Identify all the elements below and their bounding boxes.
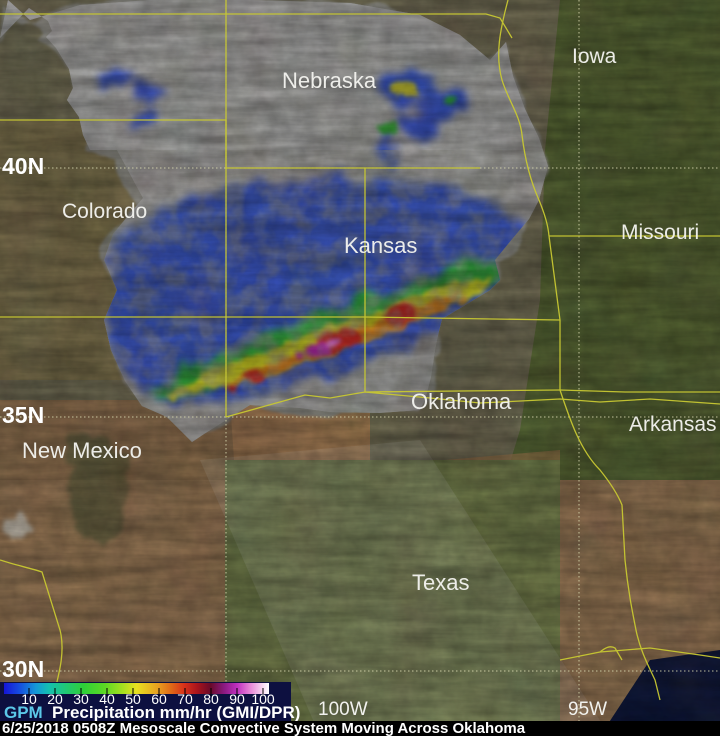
svg-text:Arkansas: Arkansas <box>629 413 717 436</box>
svg-text:Nebraska: Nebraska <box>282 68 377 93</box>
svg-text:Oklahoma: Oklahoma <box>411 389 512 414</box>
svg-text:95W: 95W <box>568 699 607 720</box>
svg-text:Missouri: Missouri <box>621 221 699 244</box>
svg-text:Iowa: Iowa <box>572 45 617 68</box>
svg-text:New Mexico: New Mexico <box>22 438 142 463</box>
svg-text:100W: 100W <box>318 699 368 720</box>
svg-text:Texas: Texas <box>412 570 469 595</box>
svg-text:40N: 40N <box>2 153 44 179</box>
svg-text:35N: 35N <box>2 402 44 428</box>
svg-text:6/25/2018 0508Z Mesoscale C: 6/25/2018 0508Z Mesoscale Convective Sys… <box>2 720 526 736</box>
svg-text:30N: 30N <box>2 656 44 682</box>
svg-text:Kansas: Kansas <box>344 233 417 258</box>
svg-text:Colorado: Colorado <box>62 200 147 223</box>
